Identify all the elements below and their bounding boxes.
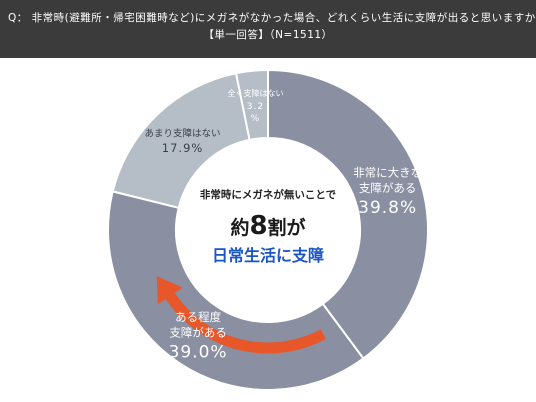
chart-title: Q： 非常時(避難所・帰宅困難時など)にメガネがなかった場合、どれくらい生活に支… xyxy=(8,12,536,24)
chart-subtitle: 【単一回答】（N=1511） xyxy=(203,29,333,41)
arrow-layer xyxy=(156,276,326,354)
center-line-1: 非常時にメガネが無いことで xyxy=(200,188,337,201)
center-callout: 非常時にメガネが無いことで 約8割が 日常生活に支障 xyxy=(200,188,337,265)
slice-value-label: 17.9% xyxy=(162,141,204,155)
donut-slice-2 xyxy=(111,72,251,210)
slice-category-label: 支障がある xyxy=(169,325,227,339)
slice-value-label: 39.0% xyxy=(169,342,228,362)
slice-category-label: ある程度 xyxy=(175,310,221,324)
donut-chart: 非常に大きな支障がある39.8%ある程度支障がある39.0%あまり支障はない17… xyxy=(107,68,429,391)
center-line-2: 約8割が xyxy=(230,211,305,241)
center-line-3: 日常生活に支障 xyxy=(212,246,324,265)
center-number: 8 xyxy=(249,211,267,241)
slice-label-2: あまり支障はない 17.9% xyxy=(145,127,221,155)
slice-category-label: 全く支障はない xyxy=(227,88,283,98)
slice-category-label: 支障がある xyxy=(359,181,417,195)
slice-value-label: 39.8% xyxy=(358,198,417,218)
trend-arrow-head xyxy=(156,276,183,305)
donut-slice-0 xyxy=(267,68,429,360)
slice-value-label: 3.2 xyxy=(247,102,264,112)
center-suffix: 割が xyxy=(268,216,306,239)
slice-category-label: 非常に大きな xyxy=(353,165,422,179)
trend-arrow-shaft xyxy=(165,292,326,354)
slice-labels: 非常に大きな支障がある39.8%ある程度支障がある39.0%あまり支障はない17… xyxy=(145,88,423,362)
chart-header: Q： 非常時(避難所・帰宅困難時など)にメガネがなかった場合、どれくらい生活に支… xyxy=(0,0,536,58)
donut-slice-3 xyxy=(234,68,269,142)
center-prefix: 約 xyxy=(230,216,249,239)
slice-value-label: % xyxy=(251,114,261,124)
slice-category-label: あまり支障はない xyxy=(145,127,221,139)
slice-label-3: 全く支障はない 3.2% xyxy=(227,88,283,124)
donut-slices xyxy=(107,68,429,391)
